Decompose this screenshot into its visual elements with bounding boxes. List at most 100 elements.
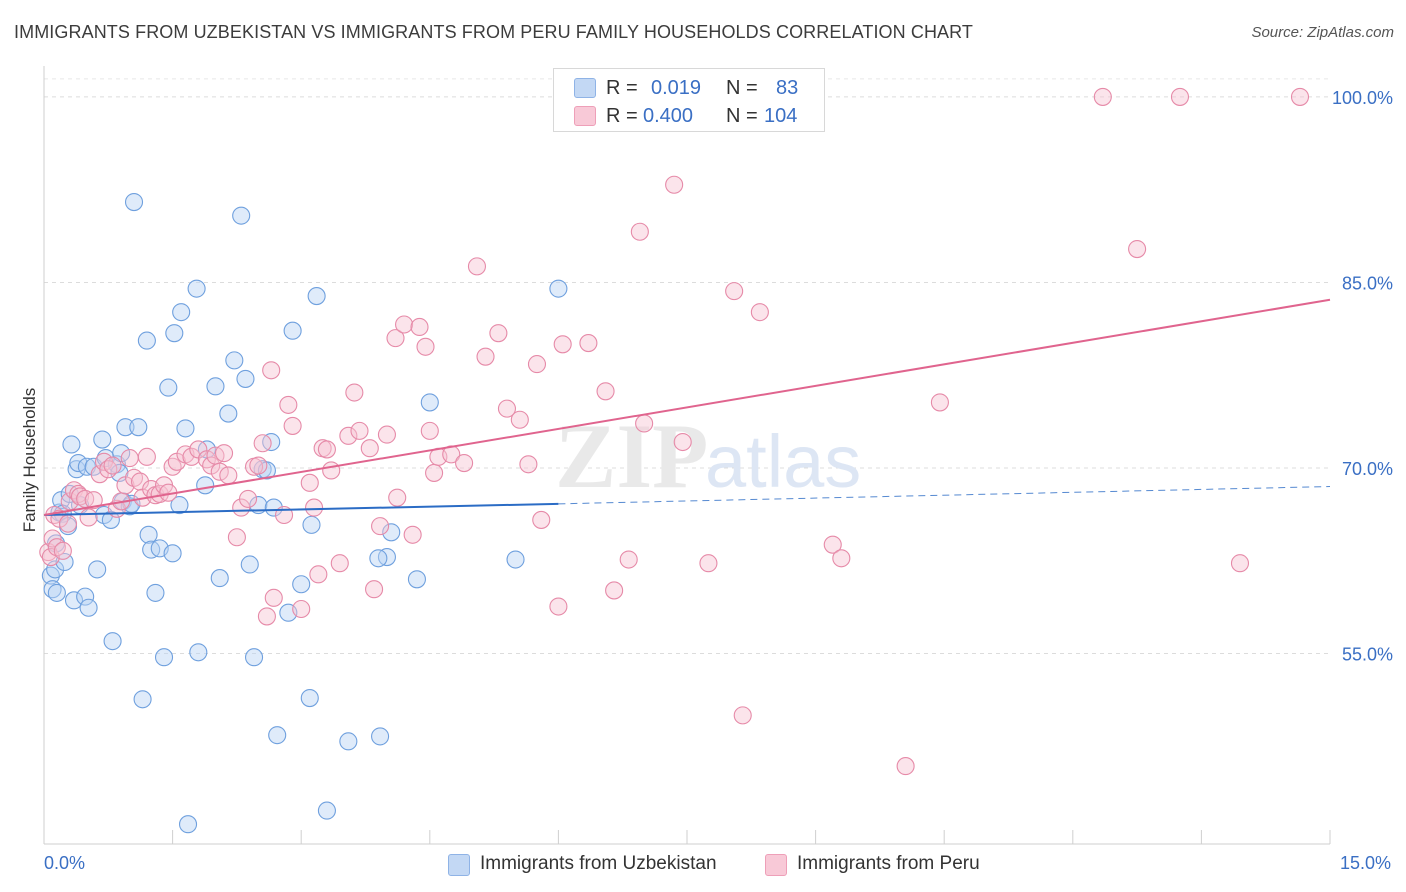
n-value: 83 xyxy=(776,77,799,99)
peru-point xyxy=(103,456,122,475)
uzbekistan-point xyxy=(172,303,191,322)
uzbekistan-point xyxy=(264,498,283,517)
peru-point xyxy=(322,461,341,480)
peru-point xyxy=(532,510,551,529)
peru-point xyxy=(549,597,568,616)
peru-point xyxy=(253,434,272,453)
peru-point xyxy=(386,329,405,348)
peru-point xyxy=(292,599,311,619)
uzbekistan-legend-swatch xyxy=(448,854,470,876)
peru-point xyxy=(227,528,246,547)
peru-point xyxy=(377,425,396,444)
uzbekistan-point xyxy=(55,552,74,572)
uzbekistan-point xyxy=(302,515,321,534)
uzbekistan-point xyxy=(196,476,215,495)
peru-point xyxy=(309,565,328,584)
peru-point xyxy=(137,447,156,466)
uzbekistan-point xyxy=(206,377,225,396)
r-value: 0.019 xyxy=(651,77,702,99)
trend-lines xyxy=(43,298,1331,516)
peru-point xyxy=(489,324,508,343)
y-tick-label: 70.0% xyxy=(1342,459,1393,479)
peru-point xyxy=(214,444,234,463)
uzbekistan-point xyxy=(339,732,358,751)
peru-point xyxy=(1093,87,1112,106)
peru-point xyxy=(317,440,336,459)
source-label: Source: ZipAtlas.com xyxy=(1251,24,1394,41)
uzbekistan-point xyxy=(154,648,174,667)
peru-point xyxy=(410,317,429,337)
y-tick-label: 55.0% xyxy=(1342,645,1393,665)
n-value: 104 xyxy=(764,105,798,127)
uzbekistan-point xyxy=(187,279,206,298)
peru-point xyxy=(210,462,229,481)
peru-point xyxy=(476,347,495,366)
peru-point xyxy=(619,550,638,569)
stats-legend: R = 0.019 N = 83 R = 0.400 N = 104 xyxy=(553,68,825,132)
peru-point xyxy=(360,439,379,458)
peru-point xyxy=(219,466,238,485)
uzbekistan-point xyxy=(225,351,244,370)
uzbekistan-point xyxy=(116,418,135,437)
uzbekistan-point xyxy=(210,569,229,588)
watermark-atlas: atlas xyxy=(705,420,861,503)
uzbekistan-point xyxy=(382,523,401,542)
peru-point xyxy=(630,222,649,241)
peru-point xyxy=(823,535,842,554)
peru-point xyxy=(403,525,422,544)
peru-point xyxy=(725,282,744,301)
uzbekistan-point xyxy=(163,544,182,563)
uzbekistan-point xyxy=(165,324,184,343)
peru-point xyxy=(605,581,624,600)
peru-point xyxy=(1230,554,1250,573)
uzbekistan-point xyxy=(307,287,326,306)
y-axis-label: Family Households xyxy=(20,387,39,533)
peru-point xyxy=(497,399,517,418)
peru-point xyxy=(84,491,103,510)
peru-point xyxy=(416,337,435,356)
peru-point xyxy=(699,554,718,573)
uzbekistan-point xyxy=(506,550,525,569)
uzbekistan-point xyxy=(407,570,426,589)
peru-point xyxy=(238,489,258,508)
n-label: N = xyxy=(726,105,758,127)
peru-point xyxy=(527,355,547,374)
chart-title: IMMIGRANTS FROM UZBEKISTAN VS IMMIGRANTS… xyxy=(14,22,974,42)
peru-point xyxy=(1290,87,1310,106)
peru-point xyxy=(79,508,98,527)
legend-label-uzbekistan: Immigrants from Uzbekistan xyxy=(480,853,717,874)
peru-point xyxy=(249,456,268,475)
n-label: N = xyxy=(726,77,758,99)
uzbekistan-point xyxy=(133,690,152,709)
peru-point xyxy=(425,463,444,482)
uzbekistan-point xyxy=(79,598,98,617)
uzbekistan-point xyxy=(189,643,208,662)
peru-point xyxy=(665,175,684,194)
uzbekistan-point xyxy=(88,560,107,579)
peru-point xyxy=(264,588,283,607)
r-label: R = xyxy=(606,77,638,99)
uzbekistan-point xyxy=(369,549,388,568)
uzbekistan-point xyxy=(103,632,122,651)
peru-legend-swatch xyxy=(765,854,787,876)
zipatlas-watermark: ZIP atlas xyxy=(555,405,861,507)
uzbekistan-point xyxy=(170,496,189,515)
peru-point xyxy=(635,414,654,433)
peru-point xyxy=(371,517,390,536)
uzbekistan-point xyxy=(268,726,287,745)
peru-point xyxy=(339,426,358,445)
peru-point xyxy=(305,498,324,517)
uzbekistan-trend-line xyxy=(43,502,559,516)
uzbekistan-point xyxy=(47,583,66,602)
peru-point xyxy=(39,543,58,562)
peru-swatch xyxy=(574,106,596,126)
r-value: 0.400 xyxy=(643,105,694,127)
peru-point xyxy=(257,607,276,626)
uzbekistan-point xyxy=(178,815,198,834)
peru-point xyxy=(365,580,384,599)
peru-point xyxy=(43,529,62,548)
peru-point xyxy=(420,421,439,440)
uzbekistan-point xyxy=(64,591,84,610)
y-tick-labels: 55.0% 70.0% 85.0% 100.0% xyxy=(1332,88,1393,665)
uzbekistan-point xyxy=(549,279,568,298)
